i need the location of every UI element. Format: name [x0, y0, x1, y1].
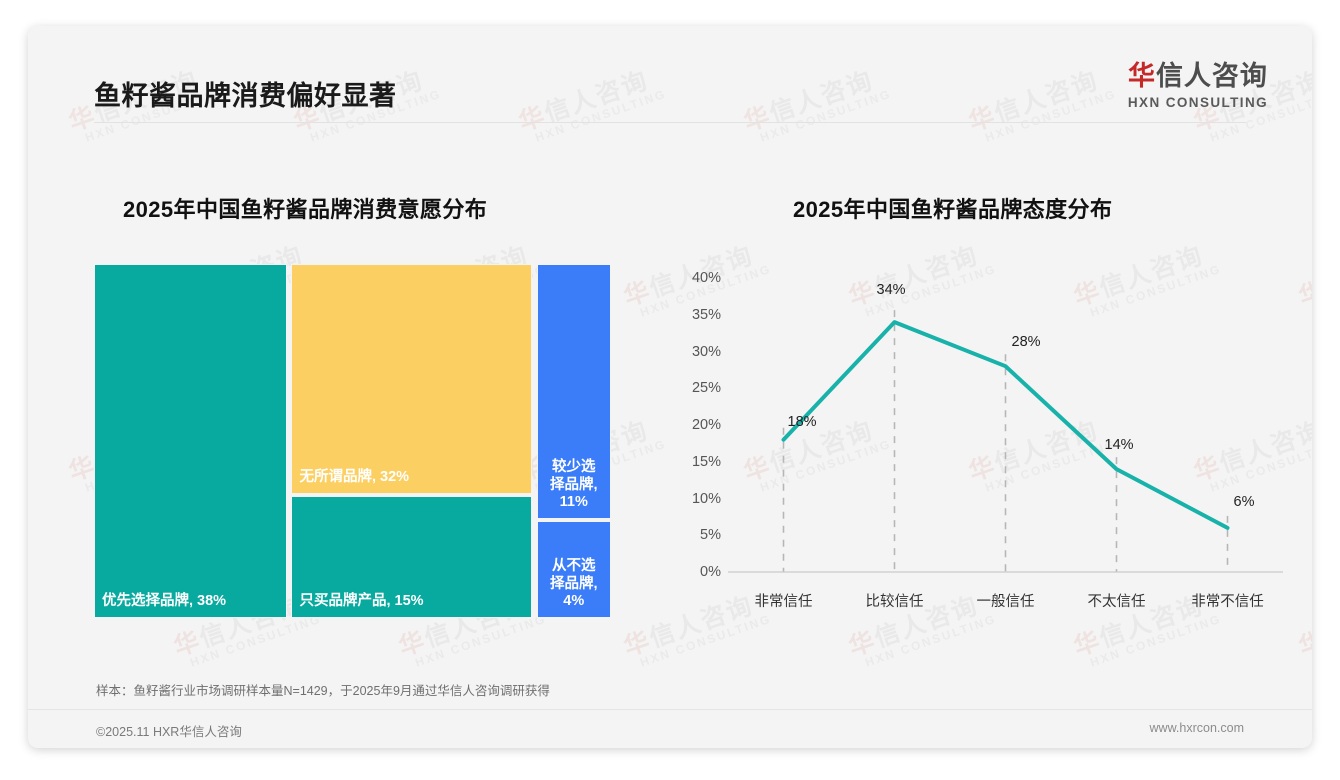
- right-chart-title: 2025年中国鱼籽酱品牌态度分布: [793, 197, 1113, 222]
- treemap-label-line: 较少选: [552, 458, 596, 475]
- logo-accent-char: 华: [1127, 61, 1156, 91]
- y-axis: 40% 35% 30% 25% 20% 15% 10% 5% 0%: [653, 270, 721, 623]
- y-axis-tick-label: 5%: [700, 527, 721, 544]
- header-divider: [94, 122, 1246, 123]
- treemap-cell-label: 较少选 择品牌, 11%: [538, 459, 610, 512]
- x-axis-category-label: 比较信任: [865, 594, 924, 610]
- y-axis-tick-label: 20%: [691, 417, 721, 433]
- data-point-label: 34%: [876, 282, 906, 299]
- data-point-label: 6%: [1233, 493, 1255, 510]
- treemap-cell[interactable]: 从不选 择品牌, 4%: [536, 520, 611, 618]
- footer-divider: [28, 709, 1312, 710]
- y-axis-tick-label: 40%: [691, 270, 721, 286]
- line-chart: 40% 35% 30% 25% 20% 15% 10% 5% 0% 18% 34% 28% 14% 6%…: [653, 270, 1293, 623]
- plot-area: 18% 34% 28% 14% 6% 非常信任 比较信任 一般信任 不太信任 非常不信任: [728, 278, 1283, 610]
- data-point-label: 14%: [1104, 437, 1134, 454]
- treemap-chart: 优先选择品牌, 38% 无所谓品牌, 32% 只买品牌产品, 15% 较少选 择品牌, 1…: [94, 264, 611, 618]
- y-axis-tick-label: 15%: [691, 453, 721, 470]
- website-link[interactable]: www.hxrcon.com: [1149, 721, 1244, 735]
- x-axis-category-label: 一般信任: [976, 594, 1035, 610]
- slide-canvas: 华信人咨询 HXN CONSULTING 华信人咨询 HXN CONSULTING 华信…: [28, 26, 1312, 748]
- treemap-label-line: 4%: [563, 593, 585, 610]
- data-point-label: 18%: [787, 413, 817, 430]
- y-axis-tick-label: 35%: [691, 306, 721, 323]
- x-axis-category-label: 不太信任: [1087, 594, 1146, 610]
- treemap-cell-label: 无所谓品牌, 32%: [299, 469, 409, 487]
- logo-chinese-text: 华信人咨询: [1127, 61, 1268, 92]
- slide-footer: ©2025.11 HXR华信人咨询 www.hxrcon.com: [28, 709, 1312, 748]
- treemap-label-line: 择品牌,: [550, 476, 598, 493]
- line-chart-svg: [728, 310, 1283, 573]
- company-logo: 华信人咨询 HXN CONSULTING: [1127, 61, 1268, 110]
- y-axis-tick-label: 30%: [691, 343, 721, 360]
- data-series-line: [781, 320, 1230, 530]
- logo-english-text: HXN CONSULTING: [1127, 94, 1268, 110]
- copyright-text: ©2025.11 HXR华信人咨询: [96, 725, 242, 739]
- treemap-label-line: 从不选: [552, 557, 596, 574]
- treemap-label-line: 无所谓品牌, 32%: [299, 469, 410, 486]
- slide-header: 鱼籽酱品牌消费偏好显著 华信人咨询 HXN CONSULTING: [28, 26, 1312, 124]
- treemap-label-line: 择品牌,: [550, 575, 598, 592]
- treemap-label-line: 优先选择品牌, 38%: [102, 593, 227, 610]
- left-chart-title: 2025年中国鱼籽酱品牌消费意愿分布: [123, 197, 488, 222]
- treemap-cell[interactable]: 较少选 择品牌, 11%: [536, 264, 611, 519]
- y-axis-tick-label: 10%: [691, 490, 721, 507]
- treemap-cell-label: 优先选择品牌, 38%: [102, 593, 226, 611]
- treemap-label-line: 只买品牌产品, 15%: [299, 593, 424, 610]
- sample-footnote: 样本：鱼籽酱行业市场调研样本量N=1429，于2025年9月通过华信人咨询调研获…: [96, 684, 550, 698]
- data-point-label: 28%: [1011, 334, 1041, 351]
- x-axis-category-label: 非常信任: [754, 594, 813, 610]
- treemap-cell[interactable]: 只买品牌产品, 15%: [291, 495, 532, 618]
- treemap-cell-label: 从不选 择品牌, 4%: [538, 558, 610, 611]
- treemap-cell-label: 只买品牌产品, 15%: [299, 593, 423, 611]
- logo-rest-chars: 信人咨询: [1155, 61, 1268, 91]
- y-axis-tick-label: 25%: [691, 380, 721, 397]
- page-title: 鱼籽酱品牌消费偏好显著: [94, 81, 397, 111]
- x-axis-category-label: 非常不信任: [1191, 594, 1264, 610]
- treemap-cell[interactable]: 优先选择品牌, 38%: [94, 264, 287, 618]
- treemap-cell[interactable]: 无所谓品牌, 32%: [291, 264, 532, 495]
- y-axis-tick-label: 0%: [700, 564, 721, 580]
- treemap-label-line: 11%: [559, 494, 588, 511]
